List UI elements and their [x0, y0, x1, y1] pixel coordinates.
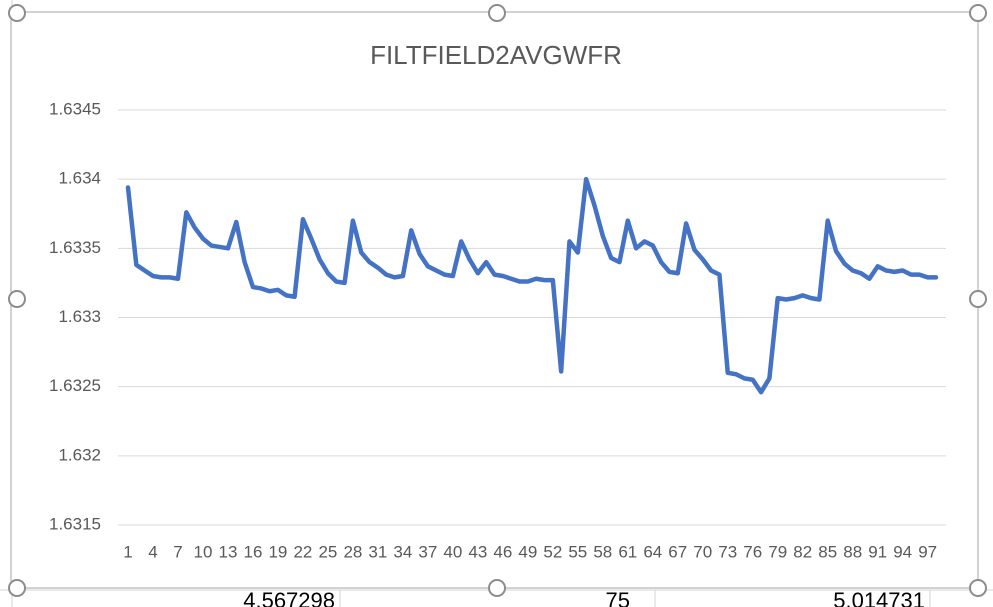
x-tick-label: 7: [173, 542, 182, 561]
x-tick-label: 85: [818, 542, 837, 561]
x-tick-label: 49: [518, 542, 537, 561]
handle[interactable]: [969, 290, 987, 308]
handle[interactable]: [8, 290, 26, 308]
x-tick-label: 43: [468, 542, 487, 561]
x-tick-label: 22: [293, 542, 312, 561]
x-tick-label: 25: [318, 542, 337, 561]
handle[interactable]: [488, 4, 506, 22]
x-tick-label: 76: [743, 542, 762, 561]
x-tick-label: 91: [868, 542, 887, 561]
x-tick-label: 16: [243, 542, 262, 561]
x-tick-label: 94: [893, 542, 912, 561]
x-tick-label: 67: [668, 542, 687, 561]
y-tick-label: 1.6325: [49, 376, 101, 395]
x-tick-label: 13: [218, 542, 237, 561]
chart-title: FILTFIELD2AVGWFR: [370, 40, 622, 70]
data-line: [125, 176, 939, 395]
x-tick-label: 40: [443, 542, 462, 561]
x-tick-label: 70: [693, 542, 712, 561]
y-tick-label: 1.632: [58, 445, 101, 464]
handle[interactable]: [8, 579, 26, 597]
x-tick-label: 31: [368, 542, 387, 561]
handle[interactable]: [969, 4, 987, 22]
x-tick-label: 37: [418, 542, 437, 561]
x-tick-label: 28: [343, 542, 362, 561]
x-tick-label: 46: [493, 542, 512, 561]
x-tick-label: 97: [918, 542, 937, 561]
x-tick-label: 79: [768, 542, 787, 561]
x-tick-label: 61: [618, 542, 637, 561]
x-tick-label: 73: [718, 542, 737, 561]
x-tick-label: 64: [643, 542, 662, 561]
x-tick-label: 88: [843, 542, 862, 561]
sheet-cell: 4.567298: [243, 588, 335, 607]
sheet-cell: 5.014731: [833, 588, 925, 607]
x-tick-label: 82: [793, 542, 812, 561]
handle[interactable]: [488, 579, 506, 597]
x-tick-label: 58: [593, 542, 612, 561]
x-tick-label: 10: [194, 542, 213, 561]
x-tick-label: 1: [123, 542, 132, 561]
y-tick-label: 1.6345: [49, 99, 101, 118]
x-tick-label: 19: [268, 542, 287, 561]
x-tick-label: 55: [568, 542, 587, 561]
y-tick-label: 1.633: [58, 307, 101, 326]
resize-handles: [8, 4, 987, 597]
chart-frame[interactable]: [10, 11, 979, 589]
x-tick-label: 34: [393, 542, 412, 561]
handle[interactable]: [969, 579, 987, 597]
x-tick-label: 52: [543, 542, 562, 561]
x-tick-label: 4: [148, 542, 157, 561]
sheet-cell: 75: [606, 588, 630, 607]
y-tick-label: 1.6315: [49, 514, 101, 533]
y-tick-label: 1.634: [58, 169, 101, 188]
y-tick-label: 1.6335: [49, 238, 101, 257]
handle[interactable]: [8, 4, 26, 22]
